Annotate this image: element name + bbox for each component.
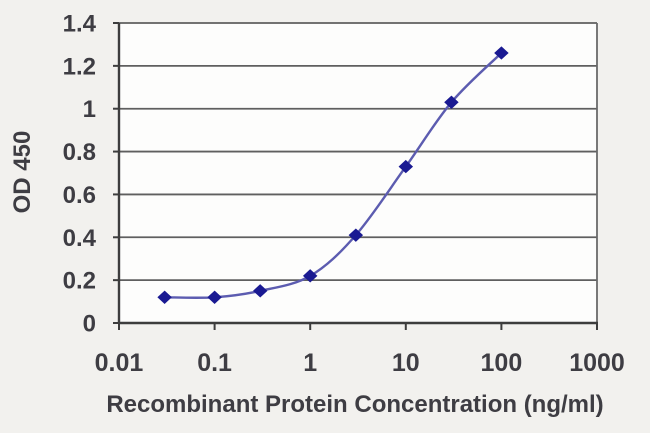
y-tick-label: 1.2 xyxy=(63,53,96,80)
data-point-marker xyxy=(398,159,414,174)
data-point-marker xyxy=(494,46,509,60)
y-tick-label: 0.6 xyxy=(63,182,96,209)
data-point-marker xyxy=(207,290,222,304)
y-tick-label: 1 xyxy=(83,96,96,123)
x-axis-title: Recombinant Protein Concentration (ng/ml… xyxy=(106,391,604,418)
x-tick-label: 100 xyxy=(481,349,523,377)
plot-background xyxy=(119,23,597,323)
data-point-marker xyxy=(157,290,172,304)
x-tick-label: 0.01 xyxy=(95,349,144,377)
x-tick-label: 0.1 xyxy=(197,349,232,377)
y-tick-label: 0.4 xyxy=(63,225,97,252)
x-tick-label: 1000 xyxy=(569,349,625,377)
y-tick-label: 0.8 xyxy=(63,139,96,166)
y-tick-label: 0.2 xyxy=(63,268,96,295)
x-tick-label: 1 xyxy=(303,349,317,377)
data-point-marker xyxy=(302,269,318,283)
data-point-marker xyxy=(348,228,364,242)
y-tick-label: 0 xyxy=(83,311,96,338)
y-axis-title: OD 450 xyxy=(9,130,36,214)
data-point-marker xyxy=(444,95,459,109)
y-tick-label: 1.4 xyxy=(63,11,97,38)
data-point-marker xyxy=(252,284,268,298)
x-tick-label: 10 xyxy=(392,349,420,377)
